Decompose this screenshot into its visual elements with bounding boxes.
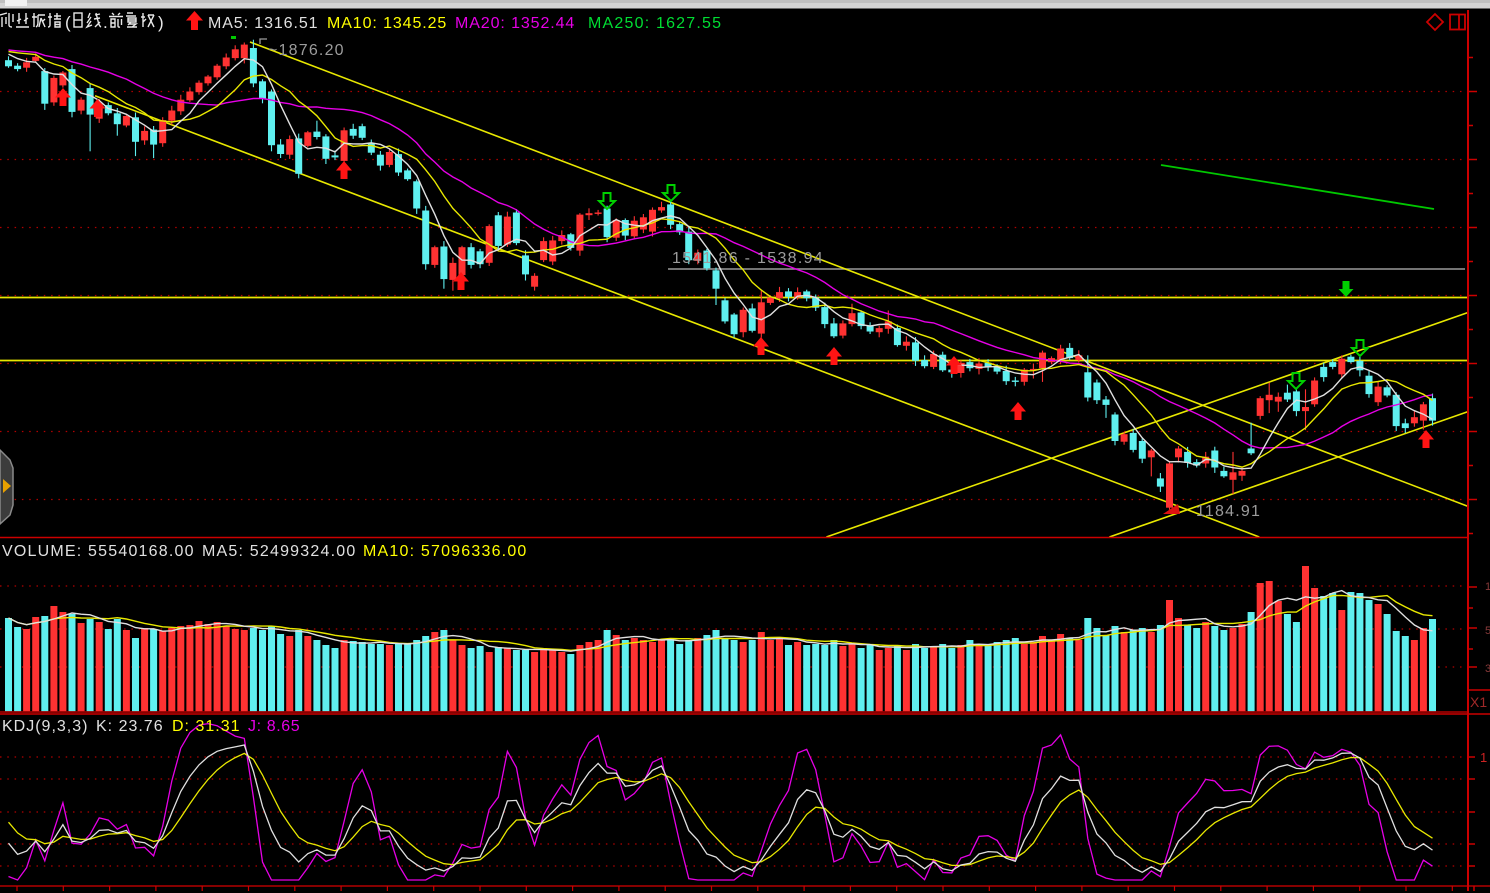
svg-text:MA10: 57096336.00: MA10: 57096336.00: [363, 543, 528, 560]
svg-text:1541.86 - 1538.94: 1541.86 - 1538.94: [672, 250, 824, 267]
svg-text:.: .: [103, 13, 108, 32]
svg-text:MA250: 1627.55: MA250: 1627.55: [588, 15, 722, 32]
svg-text:D: 31.31: D: 31.31: [172, 718, 240, 735]
svg-text:3: 3: [1485, 663, 1490, 675]
svg-text:(: (: [65, 13, 71, 32]
svg-text:~1876.20: ~1876.20: [268, 42, 345, 59]
svg-text:1: 1: [1485, 581, 1490, 593]
svg-text:1184.91: 1184.91: [1196, 503, 1261, 520]
svg-text:J: 8.65: J: 8.65: [248, 718, 300, 735]
svg-text:): ): [158, 13, 164, 32]
svg-text:MA10: 1345.25: MA10: 1345.25: [327, 15, 447, 32]
svg-text:VOLUME: 55540168.00: VOLUME: 55540168.00: [2, 543, 195, 560]
svg-text:KDJ(9,3,3): KDJ(9,3,3): [2, 718, 88, 735]
svg-text:X1: X1: [1470, 694, 1487, 710]
svg-text:MA5: 1316.51: MA5: 1316.51: [208, 15, 318, 32]
svg-text:MA5: 52499324.00: MA5: 52499324.00: [202, 543, 356, 560]
svg-text:1: 1: [1480, 750, 1487, 765]
svg-text:K: 23.76: K: 23.76: [96, 718, 164, 735]
svg-text:5: 5: [1485, 625, 1490, 637]
svg-text:MA20: 1352.44: MA20: 1352.44: [455, 15, 575, 32]
